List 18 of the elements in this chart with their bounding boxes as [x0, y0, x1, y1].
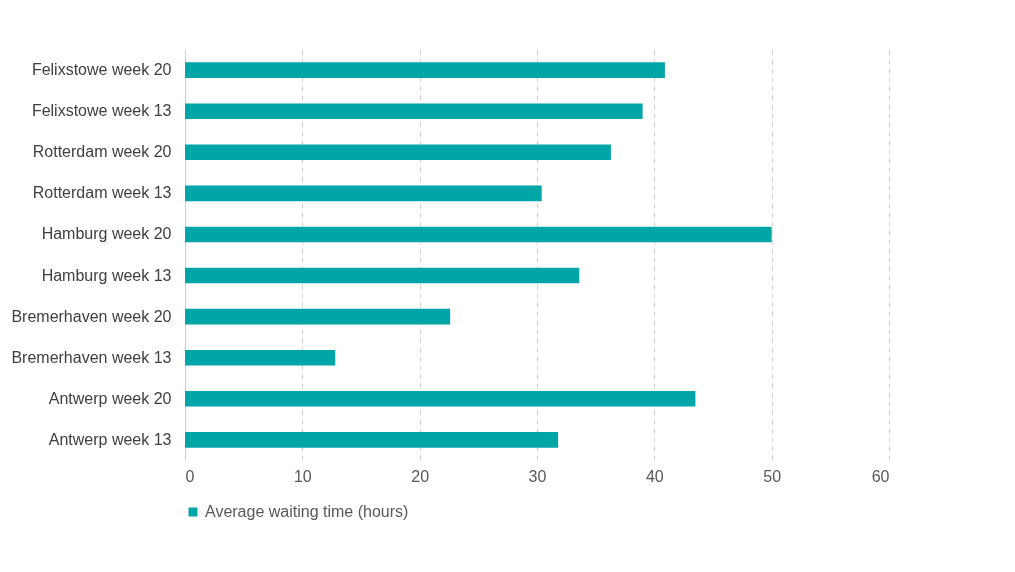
- y-tick-label: Rotterdam week 13: [32, 184, 172, 202]
- y-tick-label: Bremerhaven week 20: [11, 307, 172, 325]
- y-tick-label: Rotterdam week 20: [32, 143, 172, 161]
- legend-label: Average waiting time (hours): [205, 503, 409, 520]
- y-tick-label: Antwerp week 13: [48, 430, 172, 448]
- x-tick-label: 0: [185, 467, 195, 485]
- x-tick-label: 60: [871, 467, 890, 485]
- x-tick-label: 50: [763, 467, 782, 485]
- y-tick-label: Bremerhaven week 13: [11, 348, 172, 366]
- x-tick-label: 30: [528, 467, 547, 485]
- x-tick-label: 10: [293, 467, 312, 485]
- y-tick-label: Antwerp week 20: [48, 389, 172, 407]
- y-tick-label: Hamburg week 20: [41, 225, 172, 243]
- y-tick-label: Felixstowe week 20: [31, 61, 172, 79]
- x-tick-label: 20: [411, 467, 430, 485]
- y-tick-label: Hamburg week 13: [41, 266, 172, 284]
- x-tick-label: 40: [645, 467, 664, 485]
- y-tick-label: Felixstowe week 13: [31, 102, 172, 120]
